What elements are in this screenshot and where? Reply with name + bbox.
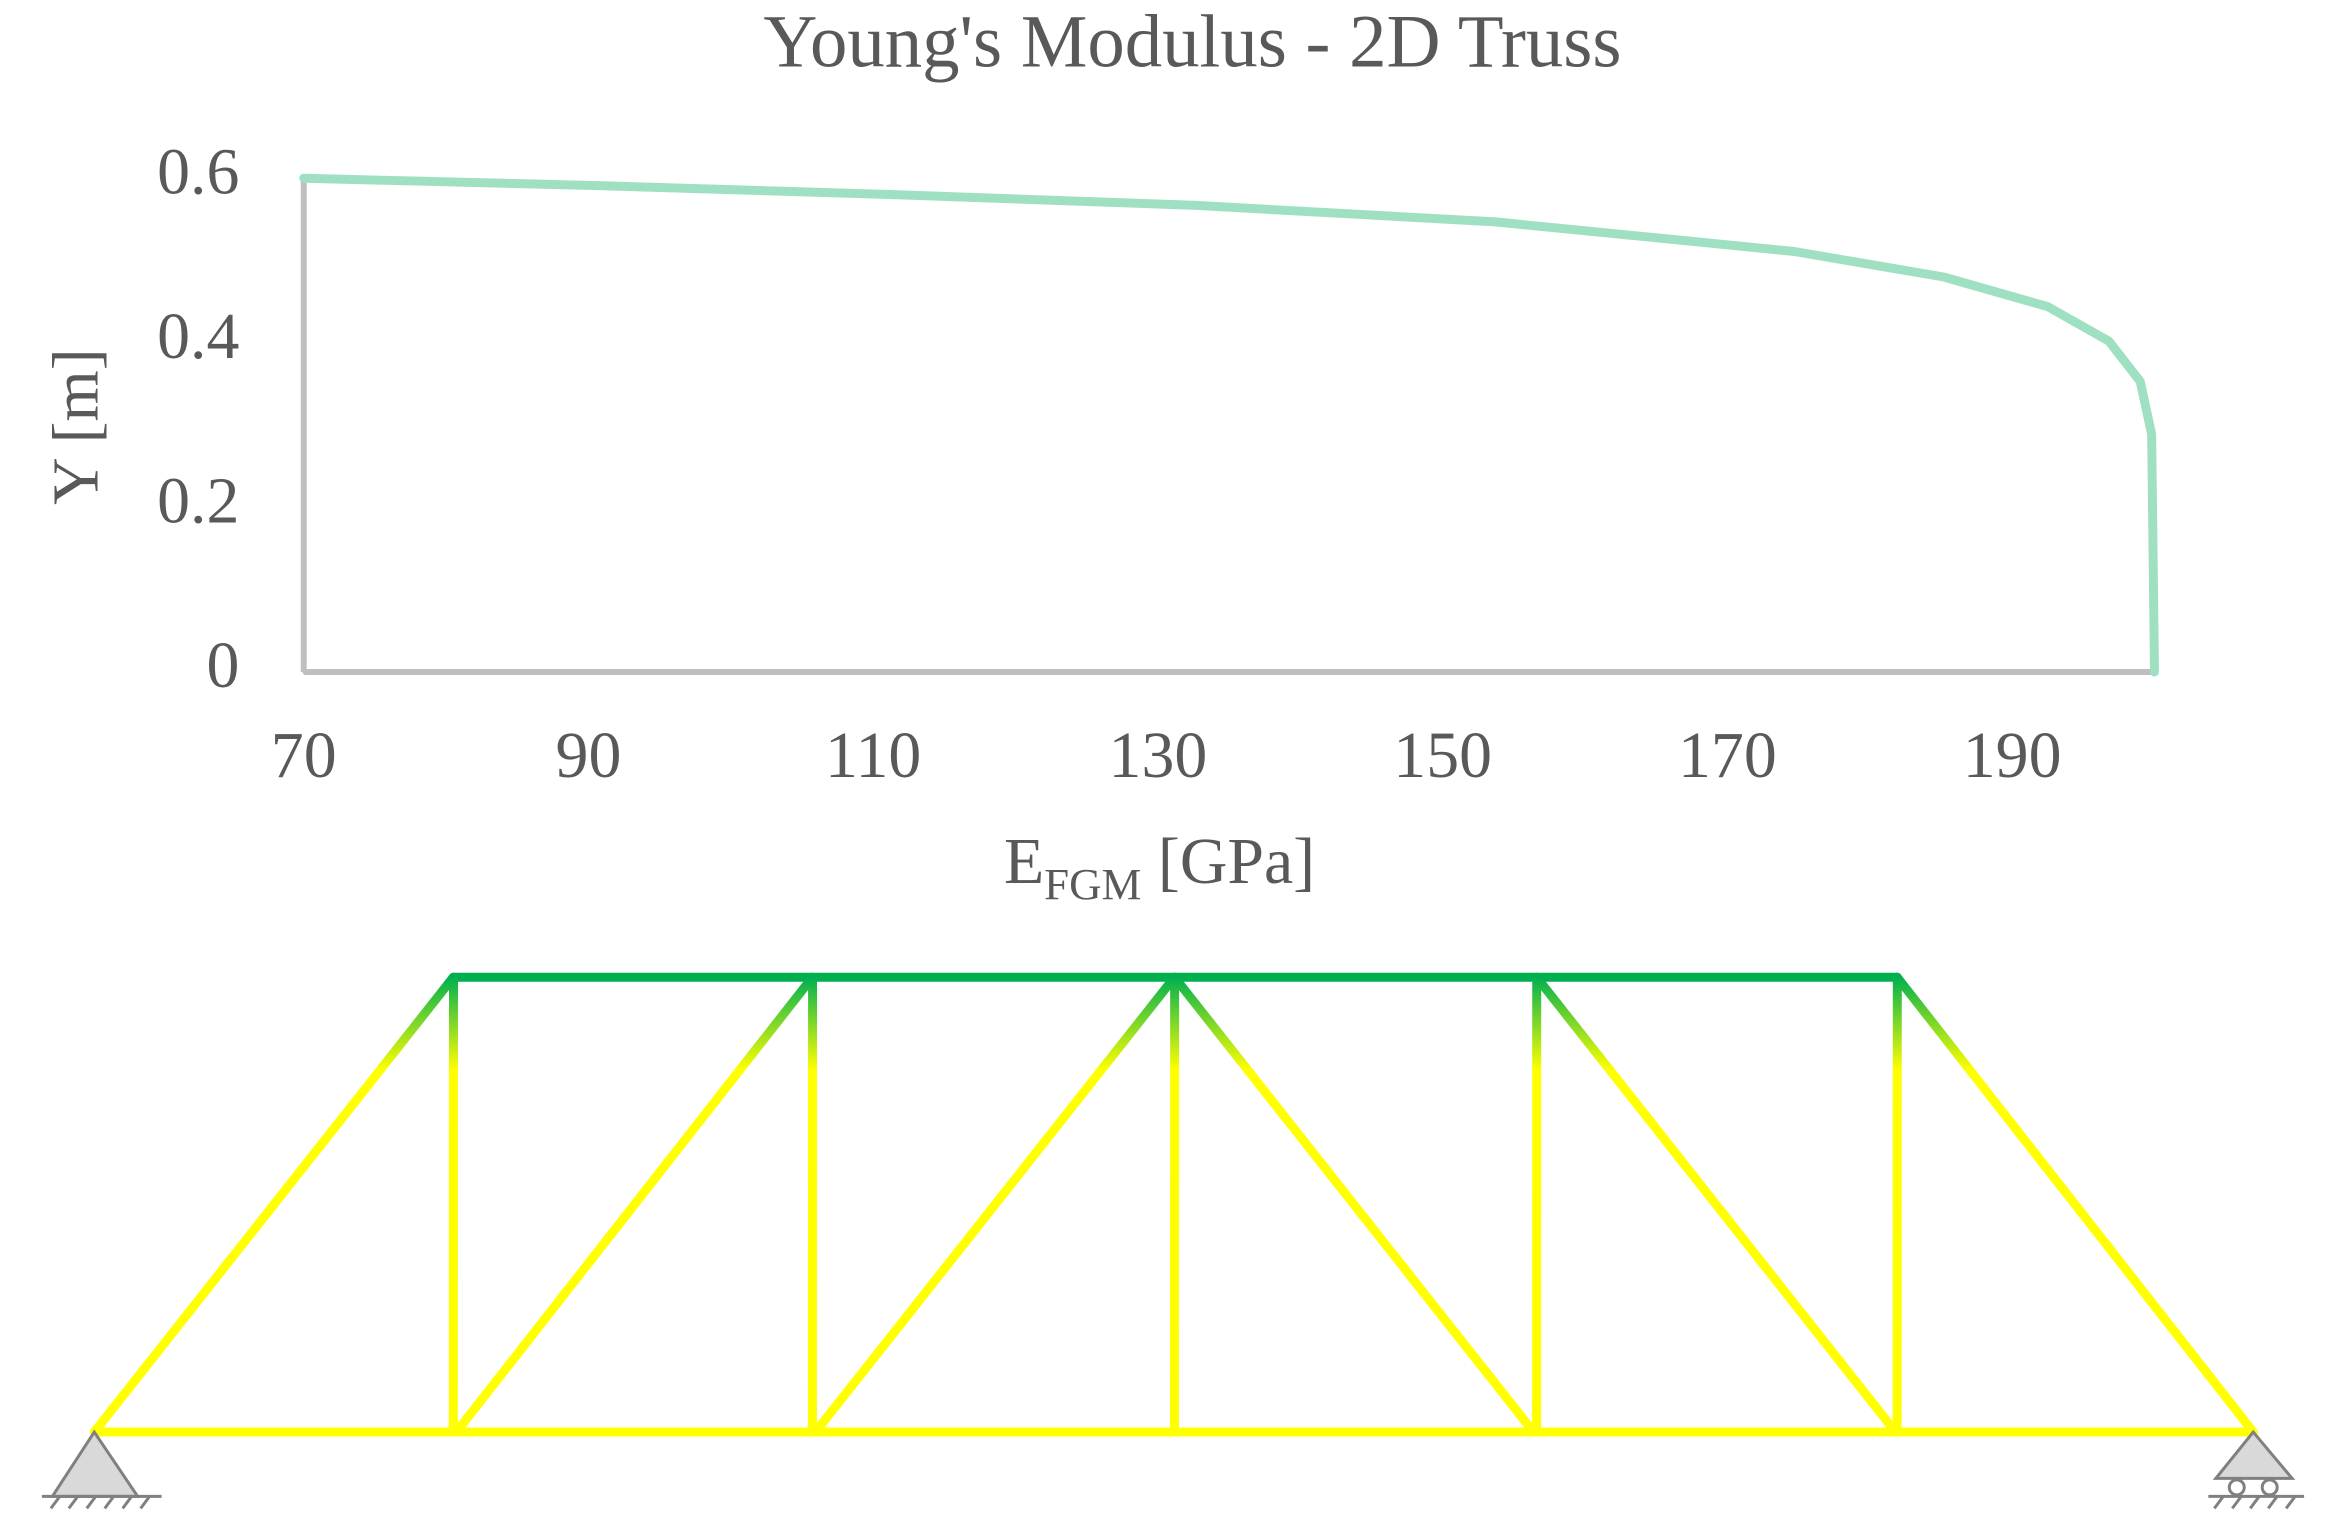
x-tick-label: 150 <box>1393 719 1492 792</box>
member <box>1170 972 1539 1437</box>
member <box>1532 972 1901 1437</box>
x-tick-label: 70 <box>271 719 337 792</box>
data-line <box>299 173 2159 677</box>
x-label-subscript: FGM <box>1044 859 1141 909</box>
chart-title: Young's Modulus - 2D Truss <box>763 1 1621 84</box>
y-tick-label: 0.4 <box>157 300 239 373</box>
x-tick-label: 110 <box>825 719 921 792</box>
roller-support <box>2208 1429 2305 1510</box>
x-tick-label: 130 <box>1109 719 1208 792</box>
x-label-unit: [GPa] <box>1141 825 1315 898</box>
x-tick-label: 170 <box>1678 719 1777 792</box>
member <box>810 972 1179 1437</box>
y-axis-label: Y [m] <box>39 348 112 505</box>
member <box>451 972 817 1437</box>
truss <box>89 972 2258 1437</box>
y-tick-label: 0 <box>206 629 239 702</box>
member <box>89 972 458 1437</box>
x-axis-label: EFGM [GPa] <box>1004 825 1315 909</box>
x-tick-label: 90 <box>556 719 622 792</box>
x-tick-label: 190 <box>1963 719 2062 792</box>
y-tick-label: 0.6 <box>157 135 239 208</box>
member <box>1892 972 2258 1437</box>
pin-support <box>41 1429 162 1510</box>
y-tick-label: 0.2 <box>157 465 239 538</box>
x-label-main: E <box>1004 825 1044 898</box>
